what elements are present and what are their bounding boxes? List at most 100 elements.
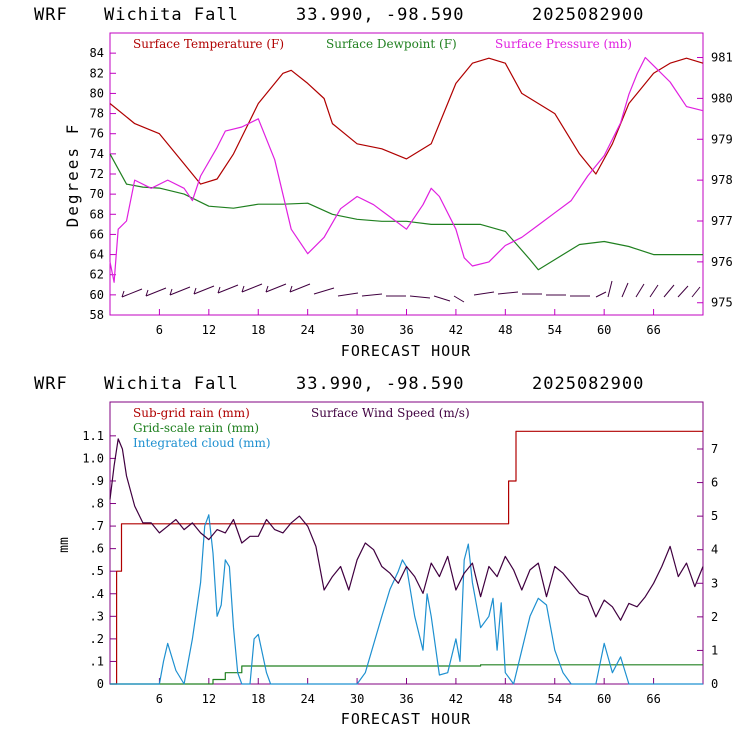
- legend-subgrid-rain: Sub-grid rain (mm): [133, 406, 250, 420]
- plot-frame: [109, 32, 704, 316]
- x-tick-label: 6: [156, 323, 163, 337]
- plot-series: [109, 56, 704, 283]
- wind-barbs-afternoon: [473, 291, 607, 298]
- y-axis-label-left: mm: [57, 537, 72, 553]
- y-tick-label-left: .2: [90, 632, 104, 646]
- x-tick-label: 48: [498, 323, 512, 337]
- x-tick-label: 24: [300, 692, 314, 706]
- y-tick-label-right: 977: [711, 214, 733, 228]
- y-tick-label-left: .4: [90, 587, 104, 601]
- y-tick-label-left: .6: [90, 542, 104, 556]
- meteogram-panel-precipitation: WRF Wichita Fall 33.990, -98.590 2025082…: [34, 374, 718, 728]
- y-axis-label-left: Degrees F: [63, 123, 82, 228]
- y-tick-label-left: .7: [90, 519, 104, 533]
- x-tick-label: 18: [251, 323, 265, 337]
- series-line-surface-dewpoint-f: [109, 153, 703, 271]
- y-tick-label-left: 62: [90, 268, 104, 282]
- plot-axes: 6 12 18 24 30 36 42 48 54 60 660.1.2.3.4.5.6.7.8.9…: [82, 401, 718, 706]
- legend-integrated-cloud: Integrated cloud (mm): [133, 436, 271, 450]
- y-tick-label-right: 6: [711, 476, 718, 490]
- y-tick-label-right: 978: [711, 173, 733, 187]
- x-tick-label: 54: [548, 323, 562, 337]
- meteogram-panel-temperature: WRF Wichita Fall 33.990, -98.590 2025082…: [34, 5, 733, 360]
- y-tick-label-left: 64: [90, 248, 104, 262]
- legend-temperature: Surface Temperature (F): [133, 37, 284, 51]
- y-tick-label-right: 981: [711, 51, 733, 65]
- y-tick-label-left: .3: [90, 609, 104, 623]
- legend-dewpoint: Surface Dewpoint (F): [326, 37, 457, 51]
- y-tick-label-left: 76: [90, 127, 104, 141]
- y-tick-label-right: 2: [711, 610, 718, 624]
- y-tick-label-left: 58: [90, 308, 104, 322]
- y-tick-label-left: 0: [97, 677, 104, 691]
- y-tick-label-right: 0: [711, 677, 718, 691]
- chart-title-station: Wichita Fall: [104, 5, 239, 25]
- y-tick-label-left: 74: [90, 147, 104, 161]
- y-tick-label-left: .9: [90, 474, 104, 488]
- chart-title-station: Wichita Fall: [104, 374, 239, 394]
- plot-axes: 6 12 18 24 30 36 42 48 54 60 66 58 60 62 64 66 68 70 72 74 7…: [90, 32, 733, 337]
- y-tick-label-right: 5: [711, 509, 718, 523]
- x-tick-label: 36: [399, 692, 413, 706]
- x-tick-label: 36: [399, 323, 413, 337]
- y-tick-label-left: 82: [90, 66, 104, 80]
- x-tick-label: 30: [350, 692, 364, 706]
- y-tick-label-right: 980: [711, 91, 733, 105]
- chart-title-model: WRF: [34, 5, 68, 25]
- x-tick-label: 54: [548, 692, 562, 706]
- y-tick-label-left: 78: [90, 107, 104, 121]
- chart-title-model: WRF: [34, 374, 68, 394]
- legend: Surface Temperature (F) Surface Dewpoint…: [133, 37, 632, 51]
- y-tick-label-right: 1: [711, 643, 718, 657]
- wind-barbs-evening: [607, 280, 701, 298]
- x-axis-label: FORECAST HOUR: [341, 342, 471, 360]
- series-line-grid-scale-rain-mm: [110, 664, 703, 685]
- y-tick-label-left: 80: [90, 86, 104, 100]
- y-tick-label-left: 72: [90, 167, 104, 181]
- y-tick-label-left: .8: [90, 497, 104, 511]
- x-tick-label: 42: [449, 323, 463, 337]
- y-tick-label-right: 4: [711, 543, 718, 557]
- y-tick-label-right: 7: [711, 442, 718, 456]
- y-tick-label-left: .5: [90, 564, 104, 578]
- series-line-surface-wind-speed-m-s: [109, 438, 704, 621]
- x-tick-label: 18: [251, 692, 265, 706]
- series-line-integrated-cloud-mm: [110, 514, 703, 685]
- y-tick-label-right: 979: [711, 132, 733, 146]
- x-axis-label: FORECAST HOUR: [341, 710, 471, 728]
- x-tick-label: 30: [350, 323, 364, 337]
- x-tick-label: 24: [300, 323, 314, 337]
- x-tick-label: 66: [646, 692, 660, 706]
- y-tick-label-left: 1.0: [82, 451, 104, 465]
- y-tick-label-left: 60: [90, 288, 104, 302]
- x-tick-label: 42: [449, 692, 463, 706]
- y-tick-label-left: 66: [90, 227, 104, 241]
- series-line-surface-pressure-mb: [109, 56, 704, 283]
- series-line-sub-grid-rain-mm: [110, 430, 703, 685]
- y-tick-label-right: 3: [711, 576, 718, 590]
- chart-title-coords: 33.990, -98.590: [296, 5, 465, 25]
- y-tick-label-left: 84: [90, 46, 104, 60]
- wind-barbs-morning: [121, 283, 465, 303]
- y-tick-label-left: 1.1: [82, 429, 104, 443]
- x-tick-label: 12: [202, 692, 216, 706]
- wind-barbs: [121, 280, 701, 303]
- x-tick-label: 48: [498, 692, 512, 706]
- chart-title-date: 2025082900: [532, 374, 644, 394]
- y-tick-label-left: 70: [90, 187, 104, 201]
- legend-pressure: Surface Pressure (mb): [495, 37, 632, 51]
- legend: Sub-grid rain (mm) Surface Wind Speed (m…: [133, 406, 470, 450]
- legend-wind-speed: Surface Wind Speed (m/s): [311, 406, 470, 420]
- y-tick-label-right: 976: [711, 255, 733, 269]
- x-tick-label: 6: [156, 692, 163, 706]
- x-tick-label: 60: [597, 323, 611, 337]
- x-tick-label: 66: [646, 323, 660, 337]
- chart-title-coords: 33.990, -98.590: [296, 374, 465, 394]
- x-tick-label: 60: [597, 692, 611, 706]
- y-tick-label-right: 975: [711, 296, 733, 310]
- chart-title-date: 2025082900: [532, 5, 644, 25]
- x-tick-label: 12: [202, 323, 216, 337]
- y-tick-label-left: .1: [90, 654, 104, 668]
- plot-series: [109, 430, 704, 685]
